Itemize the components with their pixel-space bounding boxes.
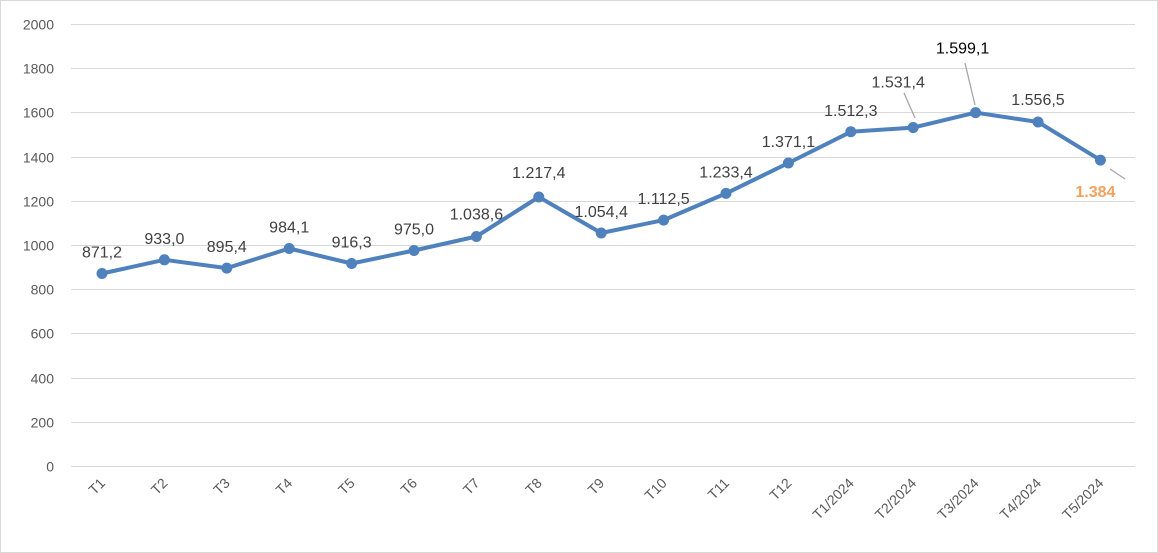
y-tick-label: 400: [31, 371, 55, 387]
gridlines: [71, 24, 1135, 467]
x-tick-label: T12: [766, 475, 795, 504]
data-point: [658, 214, 670, 226]
x-axis-ticks: T1 T2 T3 T4 T5 T6 T7 T8 T9 T10 T11 T12 T1/2024 T2/202…: [85, 475, 1106, 523]
leader-line: [903, 92, 916, 119]
data-point: [1032, 116, 1044, 128]
data-point: [720, 187, 732, 199]
data-label: 1.371,1: [762, 134, 815, 151]
x-tick-label: T8: [522, 475, 545, 498]
data-point: [158, 254, 170, 266]
data-label: 871,2: [82, 244, 122, 261]
y-tick-label: 800: [31, 282, 55, 298]
series: [96, 107, 1106, 279]
data-point: [1094, 154, 1106, 166]
data-label: 975,0: [394, 222, 434, 239]
data-label: 1.531,4: [872, 75, 925, 92]
data-point: [970, 107, 982, 119]
y-tick-label: 1600: [23, 105, 54, 121]
y-tick-label: 0: [46, 459, 54, 475]
data-point: [782, 157, 794, 169]
x-tick-label: T2/2024: [872, 475, 920, 523]
data-label: 933,0: [144, 231, 184, 248]
data-label: 1.556,5: [1011, 92, 1064, 109]
x-tick-label: T6: [397, 475, 420, 498]
leader-lines: [903, 62, 1126, 180]
x-tick-label: T5: [335, 475, 358, 498]
data-point: [907, 122, 919, 134]
data-label: 1.512,3: [824, 103, 877, 120]
x-tick-label: T1/2024: [809, 475, 857, 523]
y-tick-label: 1000: [23, 238, 54, 254]
y-tick-label: 1400: [23, 150, 54, 166]
data-label: 984,1: [269, 220, 309, 237]
x-tick-label: T9: [584, 475, 607, 498]
data-label: 1.054,4: [575, 204, 628, 221]
data-point: [470, 230, 482, 242]
data-point: [595, 227, 607, 239]
x-tick-label: T11: [704, 475, 732, 503]
x-tick-label: T1: [85, 475, 108, 498]
y-axis-ticks: 0 200 400 600 800 1000 1200 1400 1600 1800 2000: [23, 17, 54, 475]
data-label: 1.217,4: [512, 165, 565, 182]
y-tick-label: 2000: [23, 17, 54, 33]
data-label: 895,4: [207, 239, 247, 256]
x-tick-label: T10: [641, 475, 670, 504]
y-tick-label: 200: [31, 415, 55, 431]
data-labels: 871,2 933,0 895,4 984,1 916,3 975,0 1.038,6 1.2…: [82, 41, 1116, 262]
data-label: 1.112,5: [637, 191, 689, 208]
x-tick-label: T3: [210, 475, 233, 498]
data-label: 1.384: [1075, 184, 1115, 201]
data-point: [96, 267, 108, 279]
x-tick-label: T3/2024: [934, 475, 982, 523]
x-tick-label: T5/2024: [1059, 475, 1107, 523]
y-tick-label: 1800: [23, 61, 54, 77]
x-tick-label: T4: [272, 475, 295, 498]
x-tick-label: T4/2024: [996, 475, 1044, 523]
data-point: [283, 243, 295, 255]
data-point: [408, 245, 420, 257]
leader-line: [964, 62, 976, 106]
data-point: [845, 126, 857, 138]
data-label: 1.599,1: [936, 41, 989, 58]
data-label: 1.233,4: [699, 164, 752, 181]
series-line: [100, 110, 1103, 276]
data-point: [221, 262, 233, 274]
x-tick-label: T2: [148, 475, 171, 498]
y-tick-label: 600: [31, 326, 55, 342]
data-label: 916,3: [332, 234, 372, 251]
data-point: [346, 257, 358, 269]
data-label: 1.038,6: [450, 206, 503, 223]
x-tick-label: T7: [460, 475, 483, 498]
leader-line: [1109, 168, 1126, 180]
y-tick-label: 1200: [23, 194, 54, 210]
data-point: [533, 191, 545, 203]
